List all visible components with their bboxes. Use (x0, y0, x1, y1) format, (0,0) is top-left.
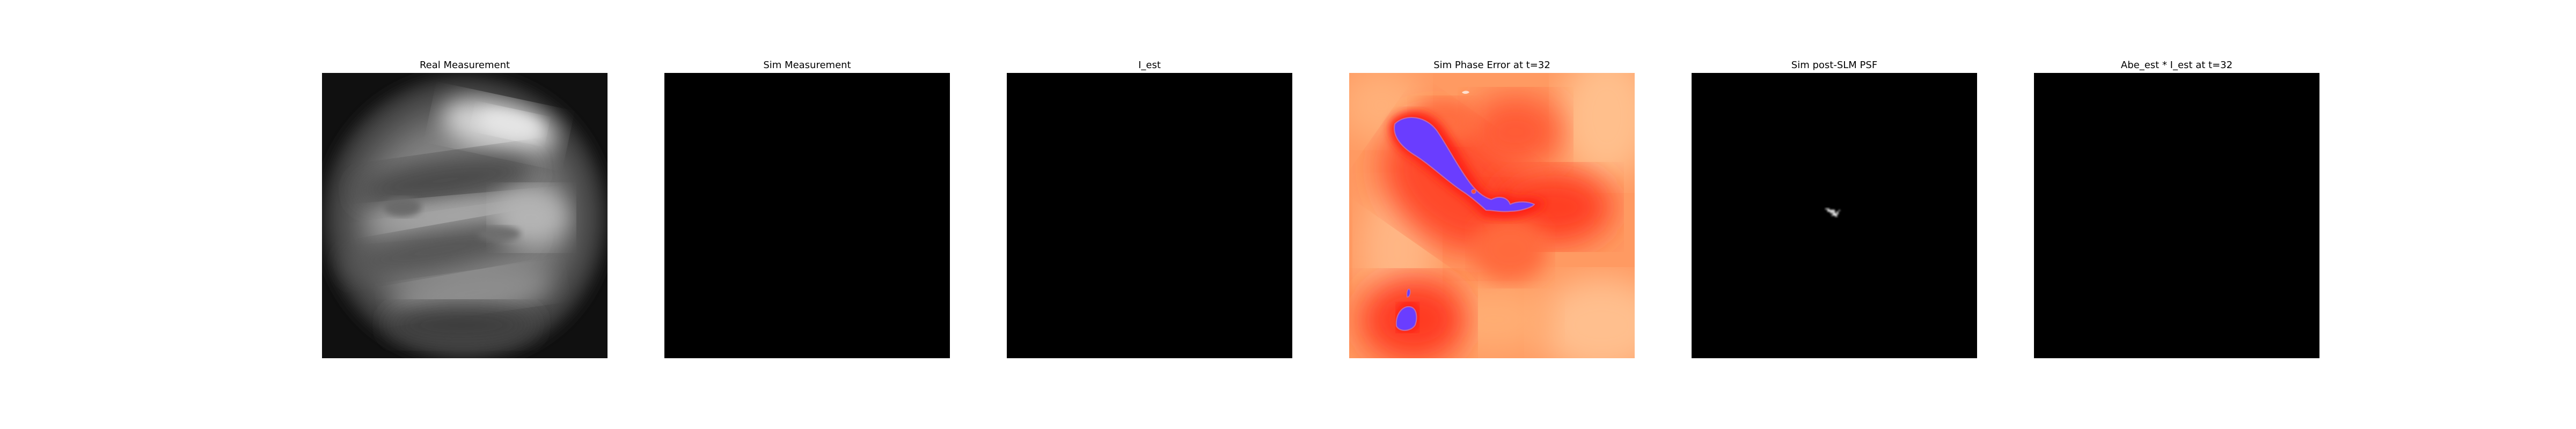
panel-title: Sim Measurement (763, 60, 851, 71)
panel-title: Abe_est * I_est at t=32 (2120, 60, 2233, 71)
sim-measurement-image (664, 73, 950, 358)
psf-image (1692, 73, 1977, 358)
panel-title: Real Measurement (419, 60, 510, 71)
panel-real-measurement: Real Measurement (322, 60, 608, 358)
panel-sim-measurement: Sim Measurement (664, 60, 950, 358)
phase-error-heatmap (1349, 73, 1635, 358)
panel-sim-phase-error: Sim Phase Error at t=32 (1349, 60, 1635, 358)
i-est-image (1007, 73, 1292, 358)
panel-title: Sim Phase Error at t=32 (1433, 60, 1550, 71)
panel-sim-post-slm-psf: Sim post-SLM PSF (1692, 60, 1977, 358)
panel-title: Sim post-SLM PSF (1791, 60, 1878, 71)
real-measurement-image (322, 73, 608, 358)
panel-title: I_est (1138, 60, 1161, 71)
panel-abe-est-times-i-est: Abe_est * I_est at t=32 (2034, 60, 2319, 358)
abe-est-i-est-image (2034, 73, 2319, 358)
panel-i-est: I_est (1007, 60, 1292, 358)
